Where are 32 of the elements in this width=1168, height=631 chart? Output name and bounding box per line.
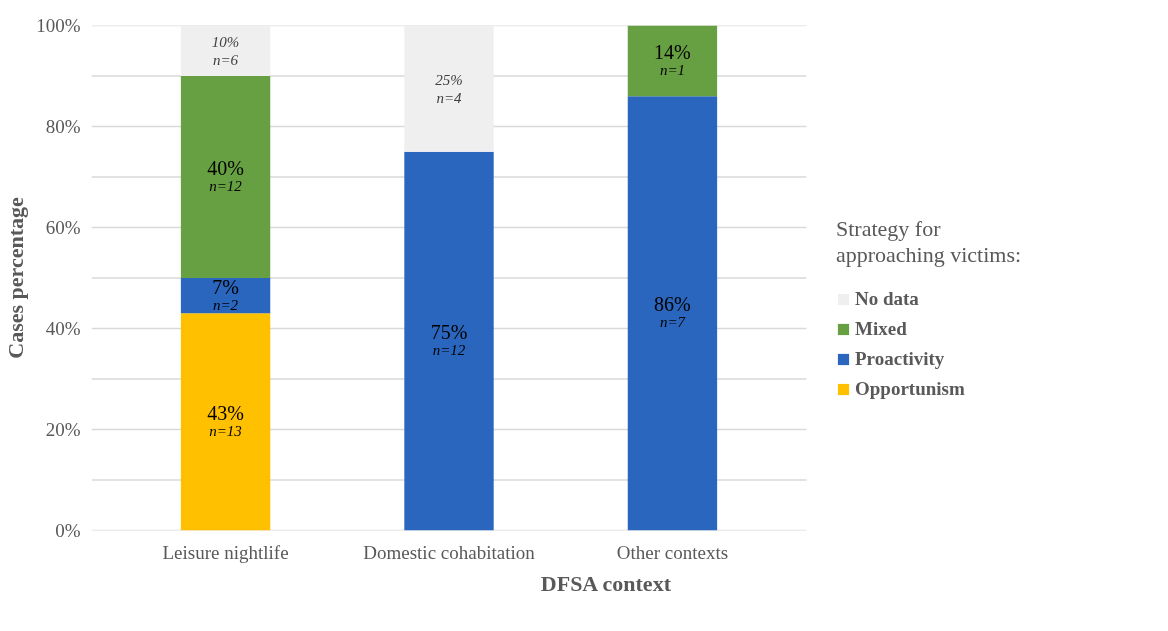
y-tick-label: 100% xyxy=(36,15,81,36)
bar xyxy=(180,25,271,76)
x-axis-title: DFSA context xyxy=(540,570,672,596)
data-label: 43% n=13 xyxy=(207,401,244,439)
x-tick-label: Domestic cohabitation xyxy=(363,541,536,563)
y-axis-title: Cases percentage xyxy=(3,197,29,359)
data-label: 14% n=1 xyxy=(654,40,691,78)
bar xyxy=(404,151,494,531)
data-label: 75% n=12 xyxy=(430,321,468,359)
data-label: 7% n=2 xyxy=(212,275,239,313)
bar xyxy=(180,76,271,278)
data-label: 40% n=12 xyxy=(207,157,244,194)
y-tick-label: 60% xyxy=(45,217,81,238)
bar xyxy=(627,25,718,97)
legend-label: Proactivity xyxy=(855,348,945,370)
x-tick-label: Other contexts xyxy=(616,541,729,563)
bar xyxy=(180,313,271,531)
data-label: 10% n=6 xyxy=(211,33,240,68)
data-label: 86% n=7 xyxy=(654,293,691,331)
x-tick-label: Leisure nightlife xyxy=(162,541,289,563)
legend-label: Opportunism xyxy=(855,378,965,400)
bar xyxy=(627,96,718,531)
y-tick-label: 40% xyxy=(45,318,81,339)
legend-title: Strategy for approaching victims: xyxy=(836,216,1022,268)
bar xyxy=(180,278,271,314)
data-label: 25% n=4 xyxy=(435,71,463,106)
legend-label: No data xyxy=(855,288,919,310)
bar xyxy=(404,25,494,152)
legend-label: Mixed xyxy=(855,318,907,340)
y-tick-label: 80% xyxy=(45,116,81,137)
y-tick-label: 20% xyxy=(45,419,81,440)
y-tick-label: 0% xyxy=(55,520,81,541)
